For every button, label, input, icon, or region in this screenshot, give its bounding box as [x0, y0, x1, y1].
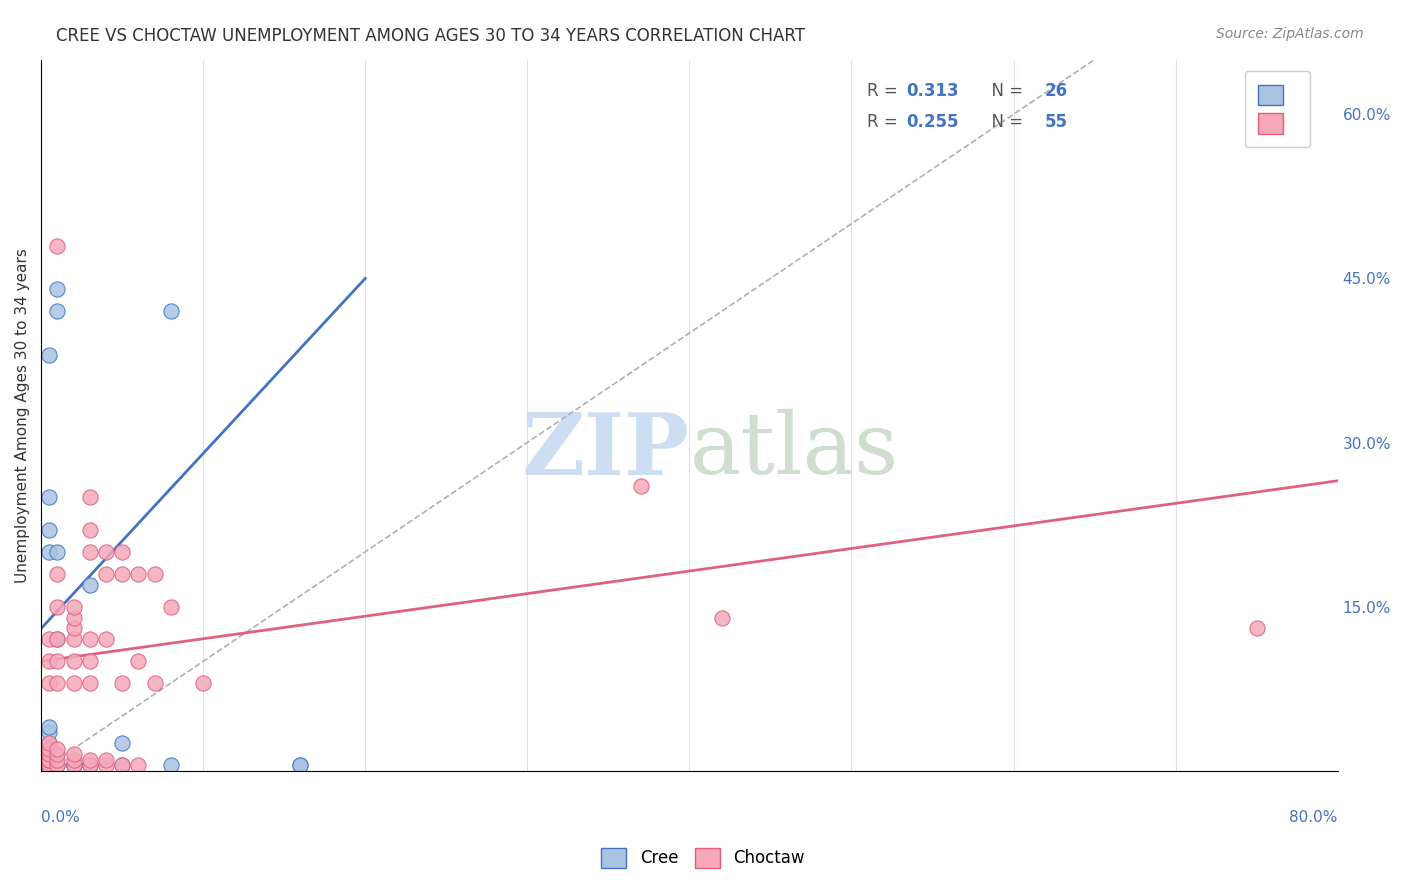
Point: [143, 566, 166, 581]
Point: [111, 676, 134, 690]
Y-axis label: Unemployment Among Ages 30 to 34 years: Unemployment Among Ages 30 to 34 years: [15, 248, 30, 582]
Point: [46, 758, 69, 772]
Point: [46, 545, 69, 559]
Point: [46, 632, 69, 647]
Point: [38, 758, 60, 772]
Point: [62, 599, 84, 614]
Point: [159, 599, 181, 614]
Point: [111, 758, 134, 772]
Legend: , : ,: [1244, 71, 1310, 147]
Point: [38, 741, 60, 756]
Point: [1246, 622, 1268, 636]
Point: [46, 304, 69, 318]
Point: [38, 758, 60, 772]
Point: [94, 545, 117, 559]
Point: [79, 753, 101, 767]
Point: [62, 758, 84, 772]
Text: 80.0%: 80.0%: [1289, 810, 1337, 825]
Point: [79, 632, 101, 647]
Point: [111, 545, 134, 559]
Point: [62, 676, 84, 690]
Legend: Cree, Choctaw: Cree, Choctaw: [595, 841, 811, 875]
Point: [38, 676, 60, 690]
Point: [38, 632, 60, 647]
Point: [62, 632, 84, 647]
Point: [46, 758, 69, 772]
Point: [38, 725, 60, 739]
Point: [79, 676, 101, 690]
Point: [79, 578, 101, 592]
Point: [38, 753, 60, 767]
Point: [159, 758, 181, 772]
Point: [79, 490, 101, 504]
Point: [38, 741, 60, 756]
Point: [62, 758, 84, 772]
Point: [127, 758, 149, 772]
Point: [62, 747, 84, 762]
Point: [62, 654, 84, 668]
Point: [710, 610, 733, 624]
Point: [46, 282, 69, 296]
Point: [46, 566, 69, 581]
Point: [38, 654, 60, 668]
Text: 0.0%: 0.0%: [41, 810, 80, 825]
Text: 26: 26: [1045, 82, 1067, 100]
Text: Source: ZipAtlas.com: Source: ZipAtlas.com: [1216, 27, 1364, 41]
Point: [38, 720, 60, 734]
Point: [38, 747, 60, 762]
Point: [62, 753, 84, 767]
Point: [46, 632, 69, 647]
Point: [94, 632, 117, 647]
Point: [38, 736, 60, 750]
Point: [38, 490, 60, 504]
Point: [111, 566, 134, 581]
Point: [38, 753, 60, 767]
Point: [38, 545, 60, 559]
Point: [79, 758, 101, 772]
Text: ZIP: ZIP: [522, 409, 689, 492]
Point: [94, 758, 117, 772]
Point: [38, 736, 60, 750]
Point: [62, 758, 84, 772]
Point: [111, 736, 134, 750]
Point: [79, 654, 101, 668]
Point: [127, 654, 149, 668]
Text: R =: R =: [868, 113, 903, 131]
Point: [62, 758, 84, 772]
Text: N =: N =: [981, 82, 1028, 100]
Point: [290, 758, 312, 772]
Point: [46, 654, 69, 668]
Point: [38, 753, 60, 767]
Text: CREE VS CHOCTAW UNEMPLOYMENT AMONG AGES 30 TO 34 YEARS CORRELATION CHART: CREE VS CHOCTAW UNEMPLOYMENT AMONG AGES …: [56, 27, 806, 45]
Point: [143, 676, 166, 690]
Text: 0.255: 0.255: [905, 113, 959, 131]
Point: [46, 238, 69, 252]
Point: [79, 545, 101, 559]
Point: [38, 523, 60, 537]
Point: [46, 599, 69, 614]
Point: [111, 758, 134, 772]
Text: R =: R =: [868, 82, 903, 100]
Point: [159, 304, 181, 318]
Point: [79, 758, 101, 772]
Point: [290, 758, 312, 772]
Point: [79, 523, 101, 537]
Point: [46, 741, 69, 756]
Point: [46, 676, 69, 690]
Text: atlas: atlas: [689, 409, 898, 492]
Point: [46, 747, 69, 762]
Point: [38, 348, 60, 362]
Point: [630, 479, 652, 493]
Text: 0.313: 0.313: [905, 82, 959, 100]
Text: 55: 55: [1045, 113, 1067, 131]
Point: [94, 566, 117, 581]
Point: [193, 676, 215, 690]
Point: [127, 566, 149, 581]
Point: [46, 753, 69, 767]
Point: [62, 610, 84, 624]
Point: [94, 753, 117, 767]
Text: N =: N =: [981, 113, 1028, 131]
Point: [62, 622, 84, 636]
